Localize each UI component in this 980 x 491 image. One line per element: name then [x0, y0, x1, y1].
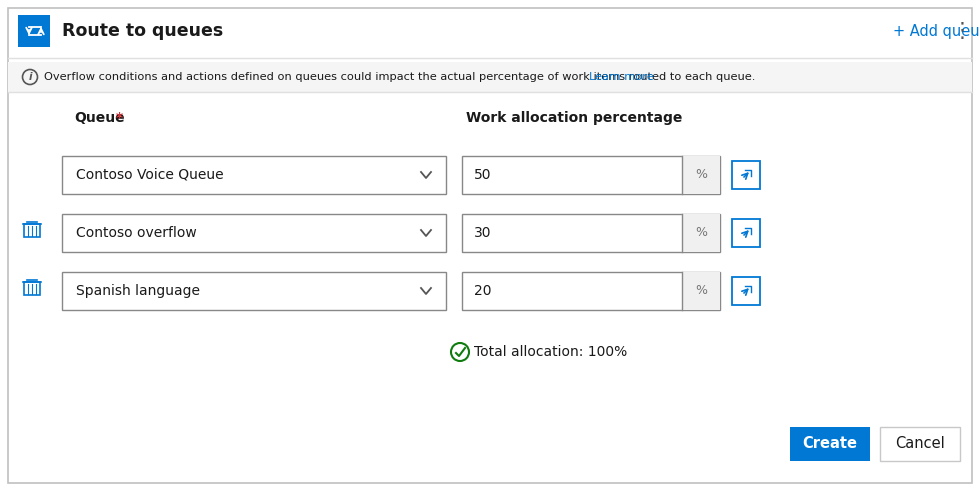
Text: Contoso Voice Queue: Contoso Voice Queue [76, 168, 223, 182]
Text: 30: 30 [474, 226, 492, 240]
Text: Create: Create [803, 436, 858, 452]
Text: Spanish language: Spanish language [76, 284, 200, 298]
FancyBboxPatch shape [62, 272, 446, 310]
FancyBboxPatch shape [682, 272, 720, 310]
FancyBboxPatch shape [24, 224, 40, 237]
Text: 20: 20 [474, 284, 492, 298]
FancyBboxPatch shape [18, 15, 50, 47]
Text: i: i [28, 72, 31, 82]
Text: Queue: Queue [74, 111, 124, 125]
Text: + Add queue: + Add queue [893, 24, 980, 38]
FancyBboxPatch shape [8, 8, 972, 483]
Text: Learn more: Learn more [589, 72, 655, 82]
FancyBboxPatch shape [682, 214, 720, 252]
Text: Contoso overflow: Contoso overflow [76, 226, 197, 240]
FancyBboxPatch shape [732, 219, 760, 247]
FancyBboxPatch shape [732, 161, 760, 189]
Text: Total allocation: 100%: Total allocation: 100% [474, 345, 627, 359]
FancyBboxPatch shape [462, 214, 720, 252]
FancyBboxPatch shape [732, 277, 760, 305]
FancyBboxPatch shape [462, 272, 720, 310]
Text: Route to queues: Route to queues [62, 22, 223, 40]
FancyBboxPatch shape [880, 427, 960, 461]
Text: Cancel: Cancel [895, 436, 945, 452]
Text: ⋮: ⋮ [952, 21, 972, 41]
FancyBboxPatch shape [682, 156, 720, 194]
FancyBboxPatch shape [790, 427, 870, 461]
Text: %: % [695, 168, 707, 182]
FancyBboxPatch shape [462, 156, 720, 194]
Text: *: * [116, 111, 123, 125]
FancyBboxPatch shape [62, 214, 446, 252]
Text: Work allocation percentage: Work allocation percentage [466, 111, 682, 125]
Text: 50: 50 [474, 168, 492, 182]
Text: %: % [695, 284, 707, 298]
FancyBboxPatch shape [8, 62, 972, 92]
Text: Overflow conditions and actions defined on queues could impact the actual percen: Overflow conditions and actions defined … [44, 72, 756, 82]
FancyBboxPatch shape [24, 282, 40, 295]
FancyBboxPatch shape [62, 156, 446, 194]
Text: %: % [695, 226, 707, 240]
